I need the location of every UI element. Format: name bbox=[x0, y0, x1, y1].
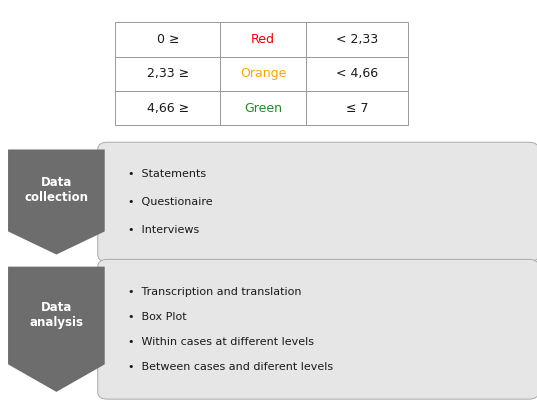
Text: Orange: Orange bbox=[240, 67, 286, 80]
Bar bbox=[220, 22, 306, 57]
Text: 4,66 ≥: 4,66 ≥ bbox=[147, 101, 189, 115]
Text: •  Statements: • Statements bbox=[128, 169, 206, 179]
Text: Data
analysis: Data analysis bbox=[30, 301, 83, 330]
Text: 2,33 ≥: 2,33 ≥ bbox=[147, 67, 189, 80]
Text: •  Interviews: • Interviews bbox=[128, 225, 199, 235]
Text: •  Between cases and diferent levels: • Between cases and diferent levels bbox=[128, 362, 333, 372]
Text: •  Box Plot: • Box Plot bbox=[128, 312, 186, 322]
Text: •  Within cases at different levels: • Within cases at different levels bbox=[128, 337, 314, 347]
Bar bbox=[115, 91, 220, 125]
Bar bbox=[306, 91, 408, 125]
Polygon shape bbox=[8, 267, 105, 392]
FancyBboxPatch shape bbox=[98, 142, 537, 262]
Bar bbox=[306, 57, 408, 91]
Bar bbox=[115, 22, 220, 57]
Bar bbox=[220, 91, 306, 125]
Text: < 2,33: < 2,33 bbox=[336, 33, 378, 46]
Text: •  Questionaire: • Questionaire bbox=[128, 197, 213, 207]
Text: < 4,66: < 4,66 bbox=[336, 67, 378, 80]
Polygon shape bbox=[8, 149, 105, 255]
Text: •  Transcription and translation: • Transcription and translation bbox=[128, 287, 301, 297]
Text: Red: Red bbox=[251, 33, 275, 46]
Text: ≤ 7: ≤ 7 bbox=[346, 101, 368, 115]
Bar bbox=[306, 22, 408, 57]
Text: Data
collection: Data collection bbox=[24, 177, 89, 204]
Bar bbox=[115, 57, 220, 91]
FancyBboxPatch shape bbox=[98, 259, 537, 399]
Text: 0 ≥: 0 ≥ bbox=[157, 33, 179, 46]
Bar bbox=[220, 57, 306, 91]
Text: Green: Green bbox=[244, 101, 282, 115]
